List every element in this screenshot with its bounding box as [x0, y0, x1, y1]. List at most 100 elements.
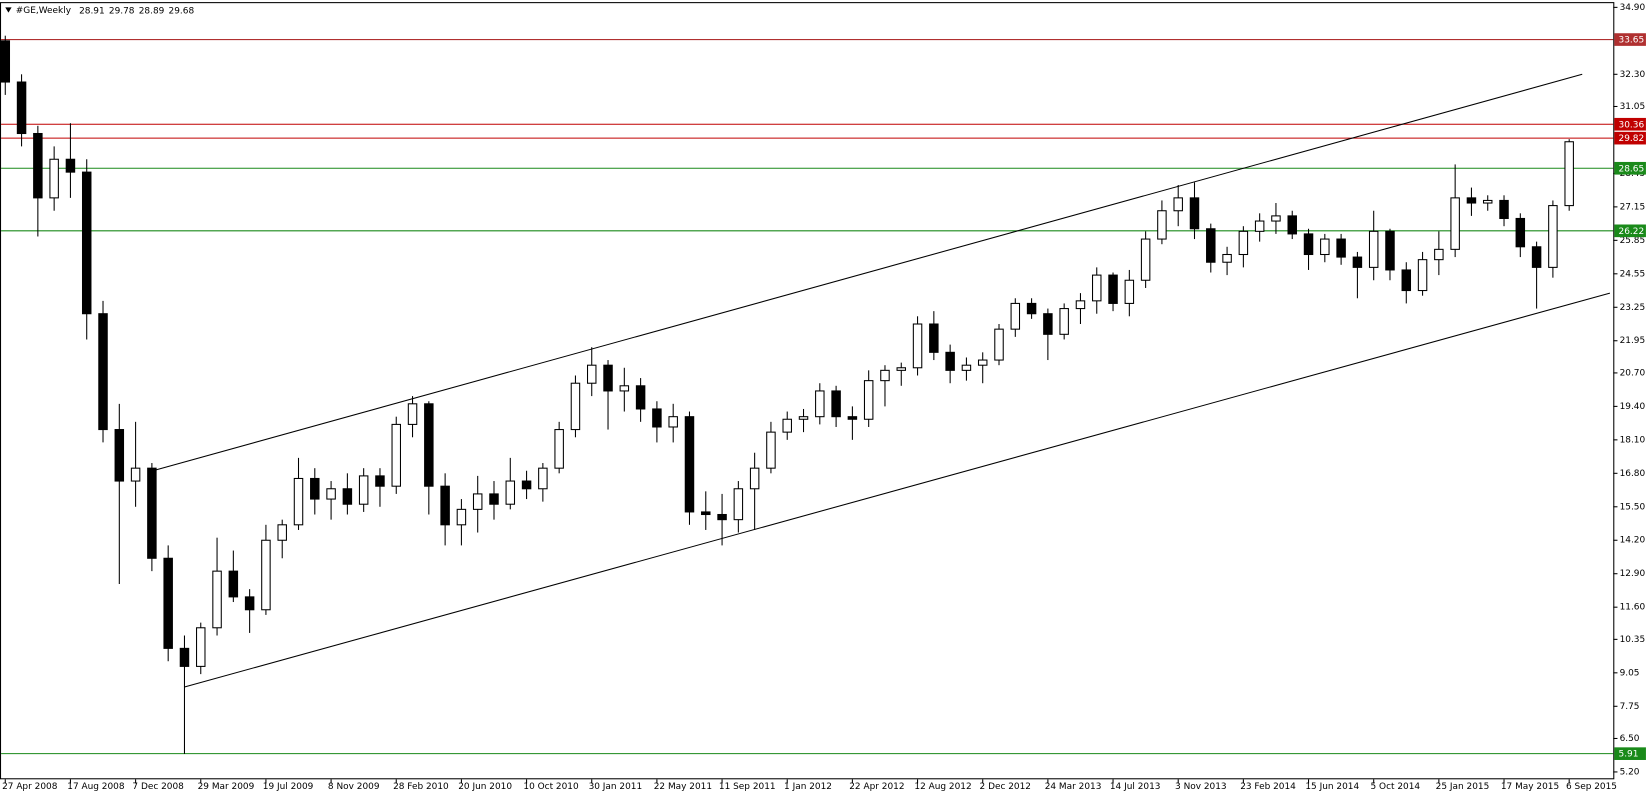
candle-body	[635, 385, 646, 410]
y-tick-label: 21.95	[1620, 336, 1646, 346]
level-label: 5.91	[1619, 750, 1639, 760]
ohlc-value: 29.78	[109, 6, 135, 16]
candle-body	[440, 485, 450, 526]
plot-frame	[0, 2, 1615, 780]
candle-body	[1482, 199, 1493, 204]
candle-body	[538, 467, 548, 490]
candle-body	[163, 557, 173, 649]
candle-body	[798, 416, 809, 420]
candle-body	[0, 40, 11, 83]
x-tick-label: 11 Sep 2011	[719, 782, 776, 792]
y-tick-label: 7.75	[1620, 702, 1640, 712]
candle-body	[1075, 300, 1086, 310]
level-label-box	[1614, 161, 1646, 175]
level-label-box	[1614, 117, 1646, 131]
y-tick-label: 11.60	[1620, 603, 1646, 613]
candle-body	[1320, 238, 1330, 256]
candle-body	[130, 467, 141, 482]
candle-body	[228, 570, 239, 598]
x-tick-label: 29 Mar 2009	[198, 782, 255, 792]
y-tick-label: 14.20	[1620, 536, 1646, 546]
ohlc-value: 28.89	[139, 6, 165, 16]
ohlc-value: 29.68	[169, 6, 195, 16]
candle-body	[701, 511, 711, 516]
menu-arrow[interactable]	[5, 7, 12, 13]
candle-body	[1238, 230, 1249, 256]
candle-body	[1352, 256, 1363, 268]
candle-body	[244, 596, 255, 611]
x-tick-label: 14 Jul 2013	[1110, 782, 1161, 792]
x-tick-label: 25 Jan 2015	[1436, 782, 1490, 792]
x-tick-label: 22 Apr 2012	[849, 782, 904, 792]
x-tick-label: 1 Jan 2012	[784, 782, 832, 792]
candle-body	[16, 81, 27, 135]
level-label: 26.22	[1619, 227, 1645, 237]
candle-body	[1124, 279, 1135, 304]
candle-body	[1140, 238, 1151, 281]
candle-body	[815, 390, 825, 418]
candle-body	[554, 429, 564, 469]
candle-body	[1010, 302, 1021, 330]
trendline	[152, 73, 1583, 472]
y-tick-label: 16.80	[1620, 469, 1646, 479]
candle-body	[147, 467, 157, 559]
candle-body	[1466, 197, 1477, 204]
candle-body	[33, 132, 43, 199]
candle-body	[1189, 197, 1200, 230]
candle-body	[977, 359, 988, 366]
candle-body	[1254, 220, 1265, 232]
y-tick-label: 9.05	[1620, 668, 1640, 678]
candle-body	[1026, 302, 1037, 315]
candle-body	[961, 364, 972, 371]
candle-body	[1222, 253, 1232, 263]
y-tick-label: 5.20	[1620, 767, 1640, 777]
candle-body	[472, 493, 483, 510]
y-tick-label: 20.70	[1620, 368, 1646, 378]
candle-body	[342, 488, 353, 505]
x-tick-label: 12 Aug 2012	[914, 782, 971, 792]
candle-body	[98, 313, 108, 431]
candle-body	[456, 508, 467, 526]
level-label-box	[1614, 33, 1646, 46]
candle-body	[1548, 205, 1558, 268]
y-tick-label: 12.90	[1620, 569, 1646, 579]
candle-body	[358, 475, 369, 505]
trendline	[184, 292, 1611, 688]
y-tick-label: 25.85	[1620, 236, 1646, 246]
ohlc-header: 28.91 29.78 28.89 29.68	[79, 6, 194, 16]
candle-body	[81, 171, 92, 315]
candle-body	[586, 364, 597, 384]
candle-body	[65, 158, 76, 173]
candle-body	[1531, 246, 1542, 268]
candle-body	[1450, 197, 1460, 250]
candle-body	[1385, 230, 1395, 271]
candle-body	[929, 323, 939, 353]
candle-body	[766, 431, 776, 469]
candle-body	[831, 390, 841, 418]
level-label-box	[1614, 131, 1646, 145]
x-tick-label: 27 Apr 2008	[2, 782, 58, 792]
candle-body	[668, 416, 678, 428]
candle-body	[1043, 313, 1053, 335]
candle-body	[196, 627, 206, 667]
candle-body	[945, 351, 955, 371]
level-label: 28.65	[1619, 164, 1645, 174]
x-tick-label: 10 Oct 2010	[523, 782, 579, 792]
candle-body	[1173, 197, 1183, 212]
candle-body	[407, 403, 418, 425]
ohlc-value: 28.91	[79, 6, 105, 16]
candle-body	[652, 408, 662, 428]
candle-body	[277, 524, 287, 541]
candle-body	[1515, 217, 1526, 248]
candle-body	[310, 477, 320, 500]
candle-body	[424, 403, 434, 487]
chart-title: #GE,Weekly	[16, 6, 72, 16]
candle-body	[1434, 248, 1444, 261]
y-tick-label: 6.50	[1620, 734, 1640, 744]
level-label-box	[1614, 747, 1646, 760]
x-tick-label: 17 Aug 2008	[67, 782, 125, 792]
y-tick-label: 10.35	[1620, 635, 1646, 645]
candle-body	[684, 416, 695, 513]
candle-body	[521, 480, 532, 490]
